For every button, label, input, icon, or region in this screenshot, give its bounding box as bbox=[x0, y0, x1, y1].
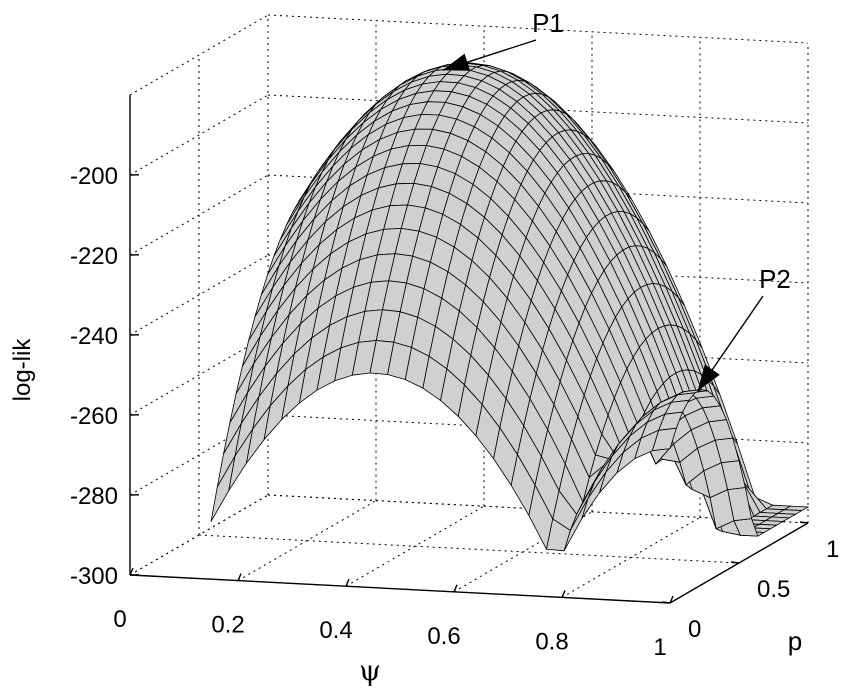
grid-top-edge bbox=[267, 14, 809, 44]
y-tick-label: 0.5 bbox=[757, 576, 790, 603]
annotation-label: P1 bbox=[532, 8, 564, 38]
x-tick bbox=[129, 567, 134, 576]
x-tick bbox=[561, 590, 566, 598]
grid-line-z bbox=[129, 334, 269, 416]
annotation-arrowhead bbox=[442, 53, 471, 71]
grid-floor-y bbox=[198, 534, 740, 564]
annotations: P1 P2 bbox=[442, 8, 791, 392]
z-axis-label: log-lik bbox=[9, 338, 36, 402]
x-tick-label: 0.8 bbox=[535, 628, 568, 655]
x-axis-label: ψ bbox=[359, 654, 381, 687]
z-tick-label: -280 bbox=[70, 483, 118, 510]
x-tick-label: 0.4 bbox=[319, 617, 352, 644]
y-tick bbox=[730, 561, 740, 564]
x-axis-line bbox=[129, 574, 671, 604]
annotation-label: P2 bbox=[759, 264, 791, 294]
surface-patch bbox=[210, 456, 236, 522]
grid-top-edge bbox=[129, 14, 269, 96]
y-tick bbox=[661, 601, 671, 604]
z-tick-label: -240 bbox=[70, 323, 118, 350]
x-tick-label: 1 bbox=[653, 634, 666, 661]
x-tick bbox=[669, 595, 674, 604]
z-tick-label: -220 bbox=[70, 243, 118, 270]
y-tick bbox=[799, 521, 809, 524]
annotation-arrowhead bbox=[697, 364, 720, 391]
z-tick-label: -300 bbox=[70, 563, 118, 590]
x-tick bbox=[237, 573, 242, 581]
surface-mesh bbox=[210, 62, 810, 552]
x-tick bbox=[453, 584, 458, 593]
y-tick-label: 1 bbox=[826, 536, 839, 563]
y-axis-label: p bbox=[788, 626, 802, 656]
x-tick-label: 0 bbox=[113, 606, 126, 633]
x-tick-label: 0.2 bbox=[211, 612, 244, 639]
y-tick-label: 0 bbox=[688, 616, 701, 643]
z-tick-label: -200 bbox=[70, 163, 118, 190]
x-tick-label: 0.6 bbox=[427, 623, 460, 650]
z-tick-label: -260 bbox=[70, 403, 118, 430]
x-tick bbox=[345, 578, 350, 587]
grid-line-z bbox=[129, 94, 269, 176]
